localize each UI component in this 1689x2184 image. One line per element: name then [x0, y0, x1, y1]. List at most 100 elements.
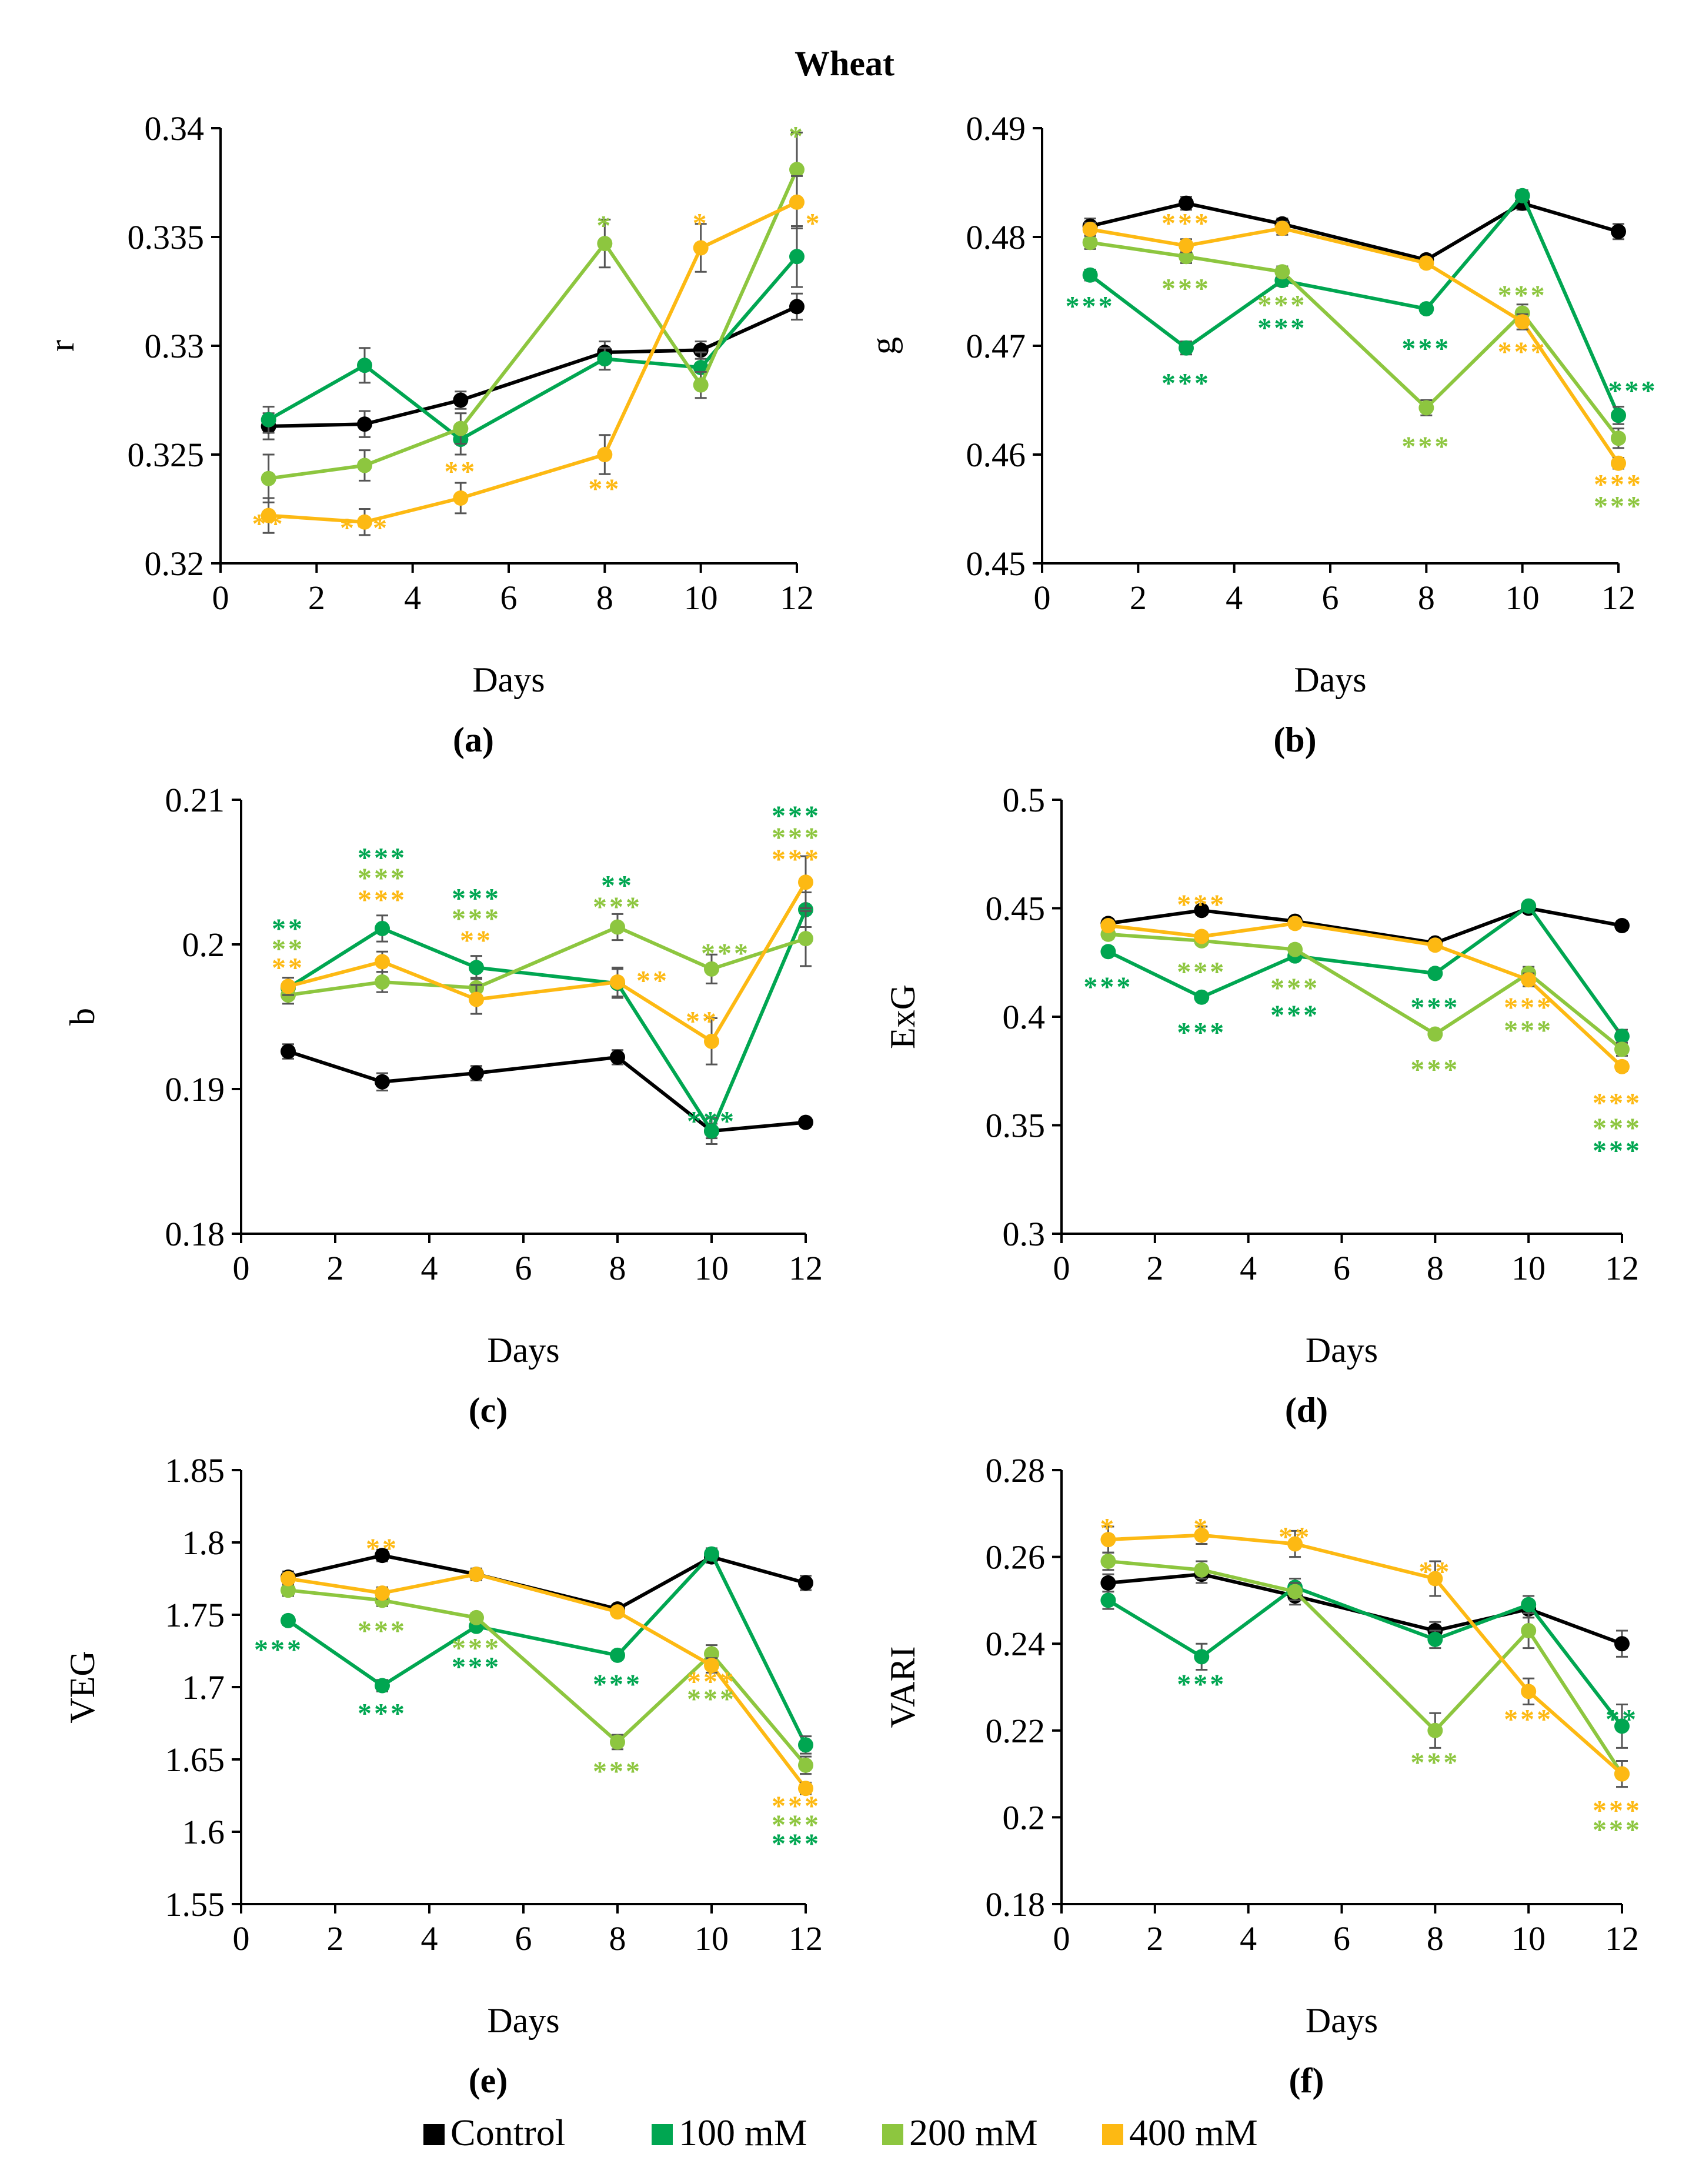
series-400-mm	[1082, 221, 1626, 471]
series-200-mm	[1082, 235, 1626, 449]
significance-label: ***	[772, 800, 821, 831]
data-point	[375, 954, 390, 970]
significance-label: ***	[1594, 491, 1643, 522]
x-tick-label: 10	[1511, 1249, 1546, 1287]
significance-label: **	[460, 925, 493, 956]
data-point	[798, 1781, 813, 1796]
data-point	[1614, 1718, 1630, 1734]
data-point	[693, 240, 709, 256]
data-point	[1287, 941, 1303, 957]
y-tick-label: 0.26	[986, 1538, 1046, 1577]
significance-label: ***	[358, 1615, 407, 1647]
data-point	[1614, 1058, 1630, 1074]
panel-label: (a)	[453, 720, 494, 759]
data-point	[704, 1658, 719, 1674]
significance-label: ***	[772, 1828, 821, 1859]
data-point	[1427, 966, 1443, 981]
significance-label: **	[272, 934, 305, 965]
significance-label: **	[444, 456, 477, 487]
significance-label: **	[1605, 1704, 1638, 1735]
figure-title: Wheat	[795, 44, 894, 83]
significance-label: ***	[1498, 280, 1547, 311]
data-point	[469, 960, 484, 976]
series-line	[1107, 904, 1624, 1037]
data-point	[261, 412, 276, 428]
data-point	[281, 1612, 296, 1628]
data-point	[261, 470, 276, 486]
significance-label: ***	[772, 1809, 821, 1841]
x-tick-label: 0	[212, 579, 229, 617]
data-point	[375, 974, 390, 990]
chart-panel-3: 0.30.350.40.450.50 2 4 6 8 10 12DaysExG(d)****…	[883, 781, 1640, 1430]
series-line	[268, 305, 798, 428]
y-axis-label: g	[864, 337, 903, 355]
significance-label: ***	[593, 1669, 642, 1700]
significance-label: ***	[254, 1634, 303, 1665]
data-point	[1100, 918, 1116, 934]
significance-label: ***	[1161, 208, 1211, 239]
y-tick-label: 0.34	[145, 109, 205, 148]
y-tick-label: 0.46	[966, 436, 1026, 474]
significance-label: ***	[1498, 336, 1547, 368]
significance-label: **	[1279, 1521, 1311, 1552]
series-line	[1108, 1559, 1624, 1775]
data-point	[1418, 400, 1434, 416]
x-axis-label: Days	[1306, 2001, 1378, 2040]
data-point	[1194, 989, 1210, 1005]
x-tick-label: 2	[1146, 1249, 1163, 1287]
chart-panel-5: 0.18 0.2 0.22 0.24 0.26 0.28 0 2 4 6 8 10 12 Days VARI…	[883, 1451, 1642, 2100]
y-tick-label: 0.32	[145, 545, 205, 583]
data-point	[704, 1123, 719, 1139]
significance-label: ***	[1401, 333, 1451, 364]
data-point	[704, 961, 719, 977]
x-tick-label: 2	[327, 1249, 344, 1287]
data-point	[357, 358, 372, 373]
y-axis-label: VARI	[883, 1647, 922, 1728]
y-axis-label: VEG	[63, 1651, 102, 1723]
legend-label: 100 mM	[679, 2112, 807, 2153]
legend-label: Control	[450, 2112, 566, 2153]
data-point	[1427, 1631, 1443, 1647]
legend-swatch	[423, 2124, 445, 2145]
data-point	[453, 392, 469, 408]
data-point	[1100, 1592, 1116, 1608]
significance-label: ***	[452, 1633, 501, 1664]
significance-label: ***	[772, 822, 821, 853]
x-tick-label: 12	[1601, 579, 1635, 617]
series-line	[288, 925, 806, 997]
y-tick-label: 0.19	[165, 1070, 225, 1108]
data-point	[798, 1575, 813, 1591]
x-tick-label: 12	[789, 1919, 823, 1958]
data-point	[281, 1571, 296, 1587]
data-point	[798, 1114, 813, 1130]
significance-label: ***	[1504, 1704, 1553, 1735]
significance-label: ***	[1257, 289, 1307, 320]
significance-label: ***	[1270, 1000, 1320, 1031]
legend-swatch	[1102, 2124, 1123, 2145]
panel-label: (b)	[1273, 720, 1316, 759]
significance-label: **	[272, 913, 305, 944]
significance-label: ***	[593, 1756, 642, 1787]
series-100-mm	[1082, 188, 1626, 425]
significance-label: ***	[1593, 1814, 1642, 1845]
y-tick-label: 0.47	[966, 327, 1026, 365]
x-tick-label: 12	[1605, 1249, 1639, 1287]
x-tick-label: 2	[308, 579, 325, 617]
data-point	[1418, 301, 1434, 317]
data-point	[1287, 916, 1303, 931]
data-point	[610, 1734, 625, 1750]
significance-label: ***	[1504, 1015, 1553, 1046]
significance-label: ***	[687, 1106, 736, 1137]
data-point	[1100, 944, 1116, 960]
legend-item: 200 mM	[882, 2112, 1038, 2153]
significance-label: ***	[358, 843, 407, 874]
y-tick-label: 0.5	[1003, 781, 1046, 819]
y-axis-label: ExG	[883, 984, 922, 1049]
significance-label: ***	[358, 863, 407, 894]
significance-label: **	[601, 870, 634, 901]
series-line	[1108, 932, 1623, 1051]
significance-label: ***	[452, 1652, 501, 1683]
data-point	[789, 162, 805, 178]
y-tick-label: 0.21	[165, 781, 225, 819]
data-point	[1287, 1584, 1303, 1599]
